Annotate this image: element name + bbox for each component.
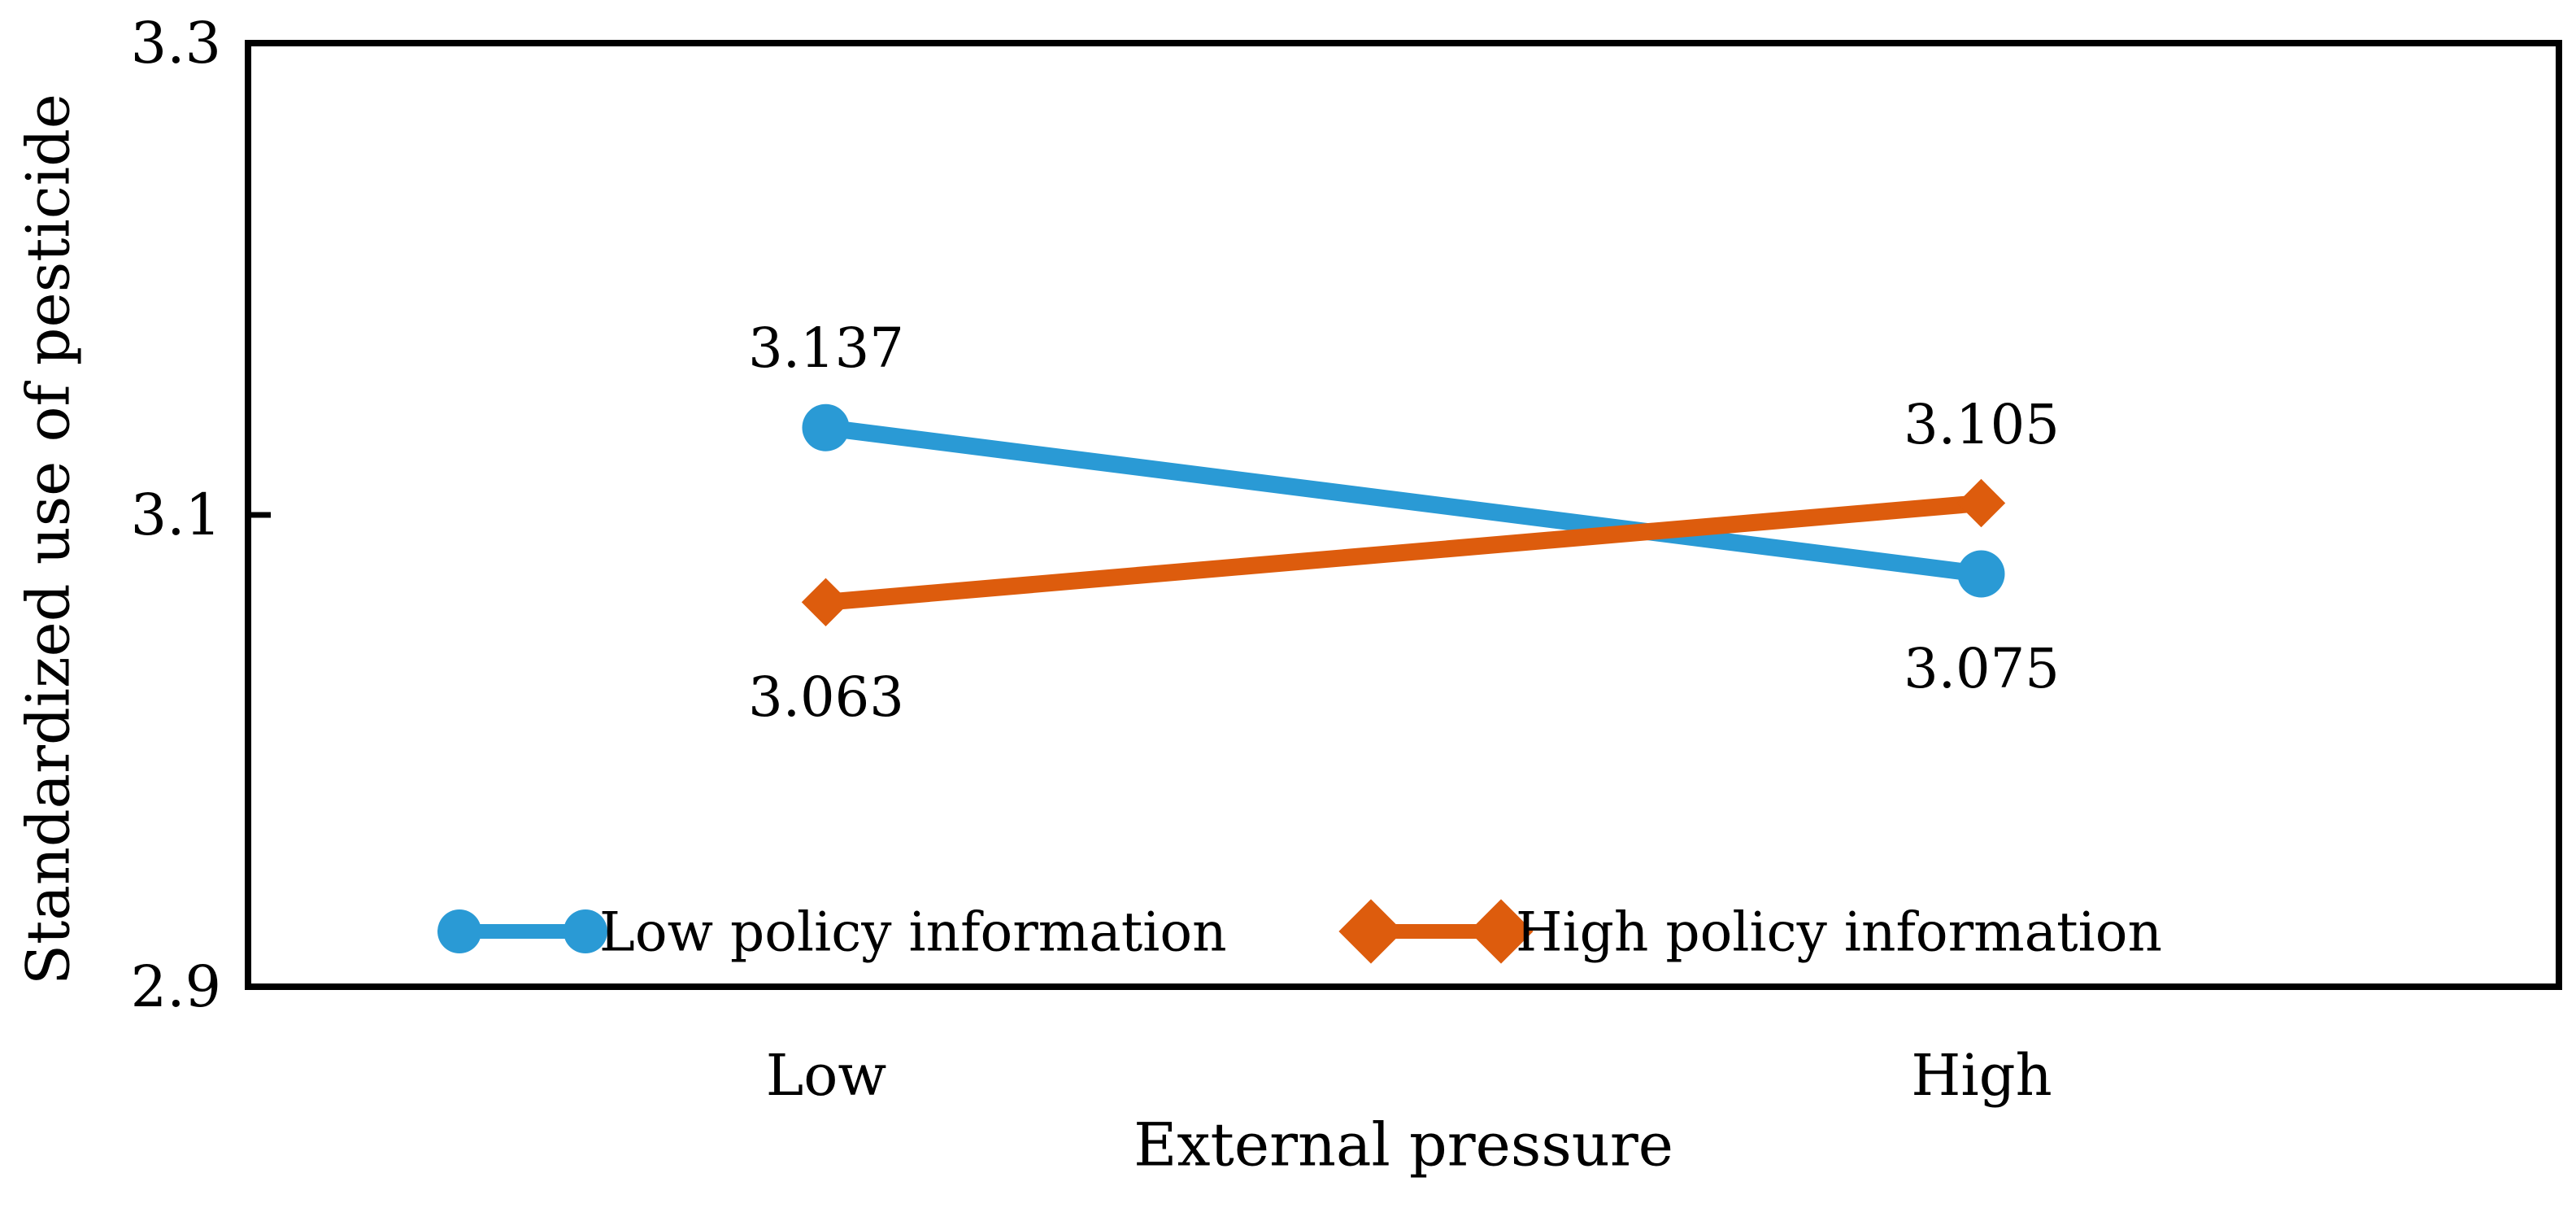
y-tick-label: 2.9	[131, 953, 221, 1020]
data-label: 3.137	[748, 316, 904, 380]
legend-circle-marker	[437, 909, 481, 953]
series-line-low-policy	[825, 419, 1982, 582]
x-category-label: High	[1911, 1042, 2052, 1109]
data-labels-layer: 3.137 3.075 3.063 3.105	[748, 316, 2060, 729]
legend-diamond-marker	[1469, 899, 1534, 964]
series-line-high-policy	[825, 495, 1982, 611]
series-layer	[801, 403, 2006, 626]
data-point-marker-diamond	[1956, 478, 2006, 528]
data-point-marker-circle	[802, 403, 850, 451]
plot-border	[245, 40, 2562, 990]
legend: Low policy information High policy infor…	[437, 899, 2162, 964]
data-label: 3.075	[1904, 637, 2060, 700]
data-label: 3.105	[1904, 393, 2060, 456]
data-label: 3.063	[748, 665, 904, 729]
legend-item-high-policy: High policy information	[1338, 899, 2162, 964]
legend-label: High policy information	[1516, 901, 2162, 964]
x-category-label: Low	[766, 1042, 887, 1109]
legend-circle-marker	[564, 909, 607, 953]
data-point-marker-diamond	[801, 578, 851, 626]
legend-label: Low policy information	[599, 901, 1227, 964]
y-tick-label: 3.1	[131, 482, 221, 548]
data-point-marker-circle	[1957, 550, 2005, 598]
y-tick-label: 3.3	[131, 10, 221, 76]
y-axis-title: Standardized use of pesticide	[15, 94, 84, 985]
legend-diamond-marker	[1338, 899, 1403, 964]
legend-item-low-policy: Low policy information	[437, 901, 1227, 964]
x-axis-title: External pressure	[1134, 1111, 1673, 1180]
